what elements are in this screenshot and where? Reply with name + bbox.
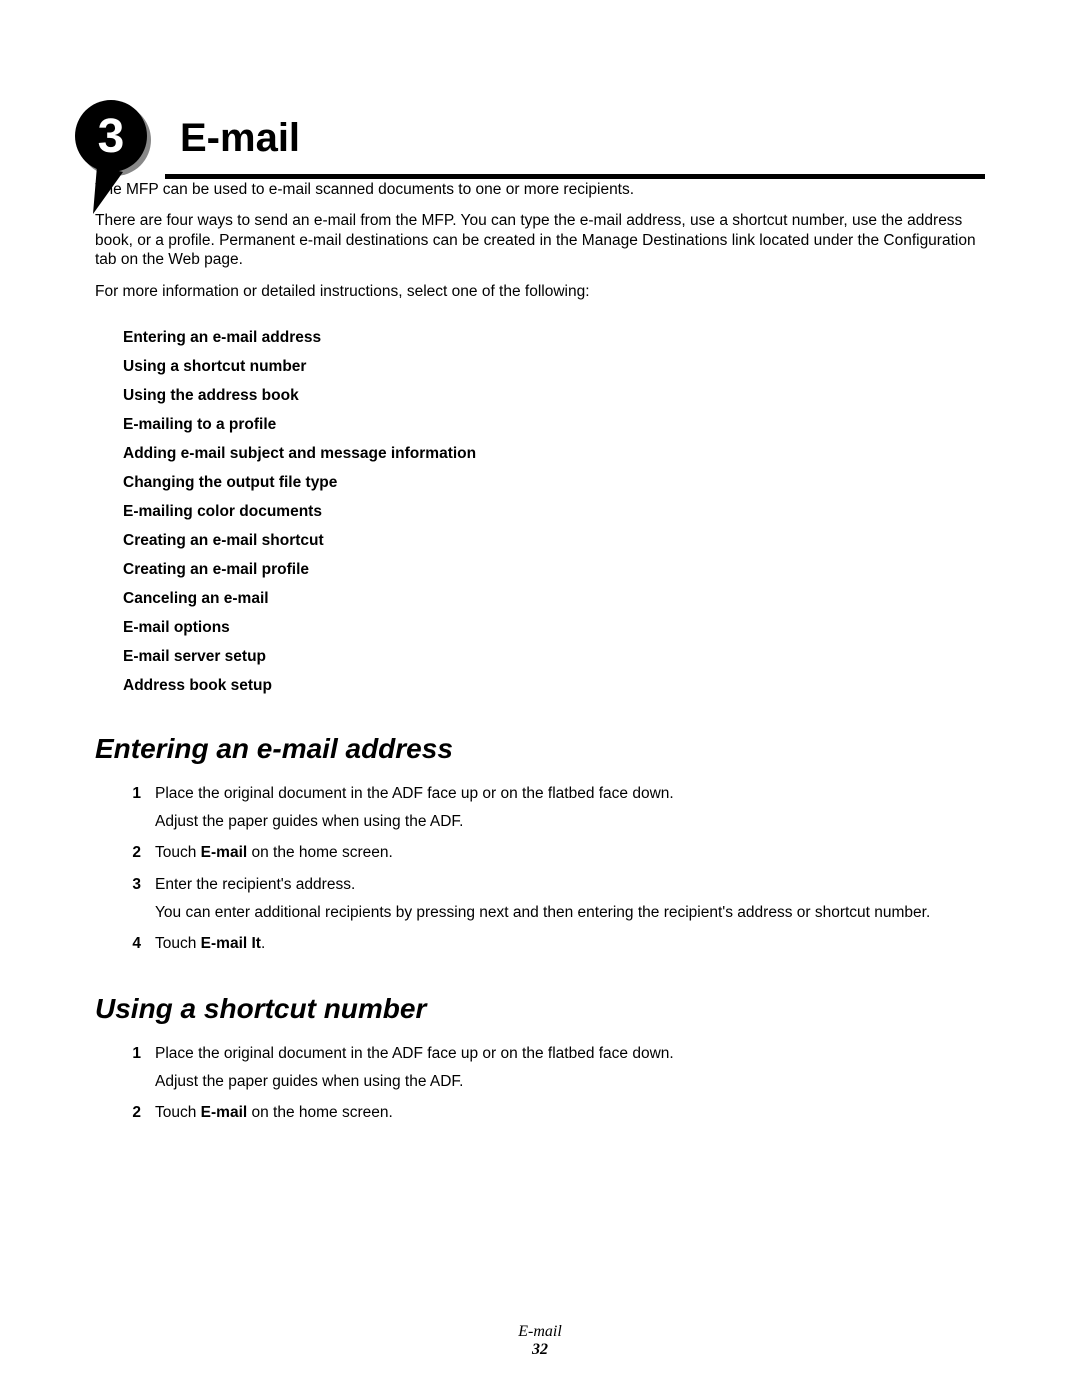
step-text: Enter the recipient's address. [155, 874, 985, 896]
intro-paragraphs: The MFP can be used to e-mail scanned do… [95, 180, 985, 301]
step-text: Adjust the paper guides when using the A… [155, 811, 985, 833]
chapter-rule [165, 174, 985, 179]
chapter-number: 3 [98, 109, 125, 164]
toc-item[interactable]: Using a shortcut number [123, 358, 985, 376]
toc-item[interactable]: Creating an e-mail shortcut [123, 532, 985, 550]
step-item: 3 Enter the recipient's address. You can… [129, 874, 985, 923]
step-item: 1 Place the original document in the ADF… [129, 783, 985, 832]
step-item: 2 Touch E-mail on the home screen. [129, 1102, 985, 1124]
step-number: 1 [129, 783, 155, 832]
step-text: Place the original document in the ADF f… [155, 1043, 985, 1065]
toc-item[interactable]: Creating an e-mail profile [123, 561, 985, 579]
step-text: Adjust the paper guides when using the A… [155, 1071, 985, 1093]
toc-item[interactable]: Entering an e-mail address [123, 329, 985, 347]
step-number: 4 [129, 933, 155, 955]
chapter-number-bubble: 3 [75, 100, 153, 178]
toc-item[interactable]: E-mail server setup [123, 648, 985, 666]
toc-item[interactable]: Changing the output file type [123, 474, 985, 492]
chapter-title: E-mail [180, 116, 300, 161]
step-number: 1 [129, 1043, 155, 1092]
section2-steps: 1 Place the original document in the ADF… [95, 1043, 985, 1124]
intro-p3: For more information or detailed instruc… [95, 282, 985, 301]
page-footer: E-mail 32 [0, 1323, 1080, 1359]
section-heading-entering-email: Entering an e-mail address [95, 733, 985, 765]
step-number: 2 [129, 1102, 155, 1124]
toc-item[interactable]: Adding e-mail subject and message inform… [123, 445, 985, 463]
step-text: Touch E-mail on the home screen. [155, 1102, 985, 1124]
step-text: Touch E-mail on the home screen. [155, 842, 985, 864]
section-heading-shortcut-number: Using a shortcut number [95, 993, 985, 1025]
intro-p1: The MFP can be used to e-mail scanned do… [95, 180, 985, 199]
section1-steps: 1 Place the original document in the ADF… [95, 783, 985, 955]
toc-item[interactable]: Canceling an e-mail [123, 590, 985, 608]
toc-list: Entering an e-mail address Using a short… [95, 329, 985, 695]
toc-item[interactable]: Using the address book [123, 387, 985, 405]
toc-item[interactable]: E-mail options [123, 619, 985, 637]
step-item: 2 Touch E-mail on the home screen. [129, 842, 985, 864]
step-number: 2 [129, 842, 155, 864]
step-text: Touch E-mail It. [155, 933, 985, 955]
toc-item[interactable]: E-mailing color documents [123, 503, 985, 521]
step-text: You can enter additional recipients by p… [155, 902, 985, 924]
toc-item[interactable]: E-mailing to a profile [123, 416, 985, 434]
footer-title: E-mail [0, 1323, 1080, 1341]
step-text: Place the original document in the ADF f… [155, 783, 985, 805]
toc-item[interactable]: Address book setup [123, 677, 985, 695]
intro-p2: There are four ways to send an e-mail fr… [95, 211, 985, 269]
footer-page-number: 32 [0, 1341, 1080, 1359]
step-number: 3 [129, 874, 155, 923]
step-item: 4 Touch E-mail It. [129, 933, 985, 955]
step-item: 1 Place the original document in the ADF… [129, 1043, 985, 1092]
